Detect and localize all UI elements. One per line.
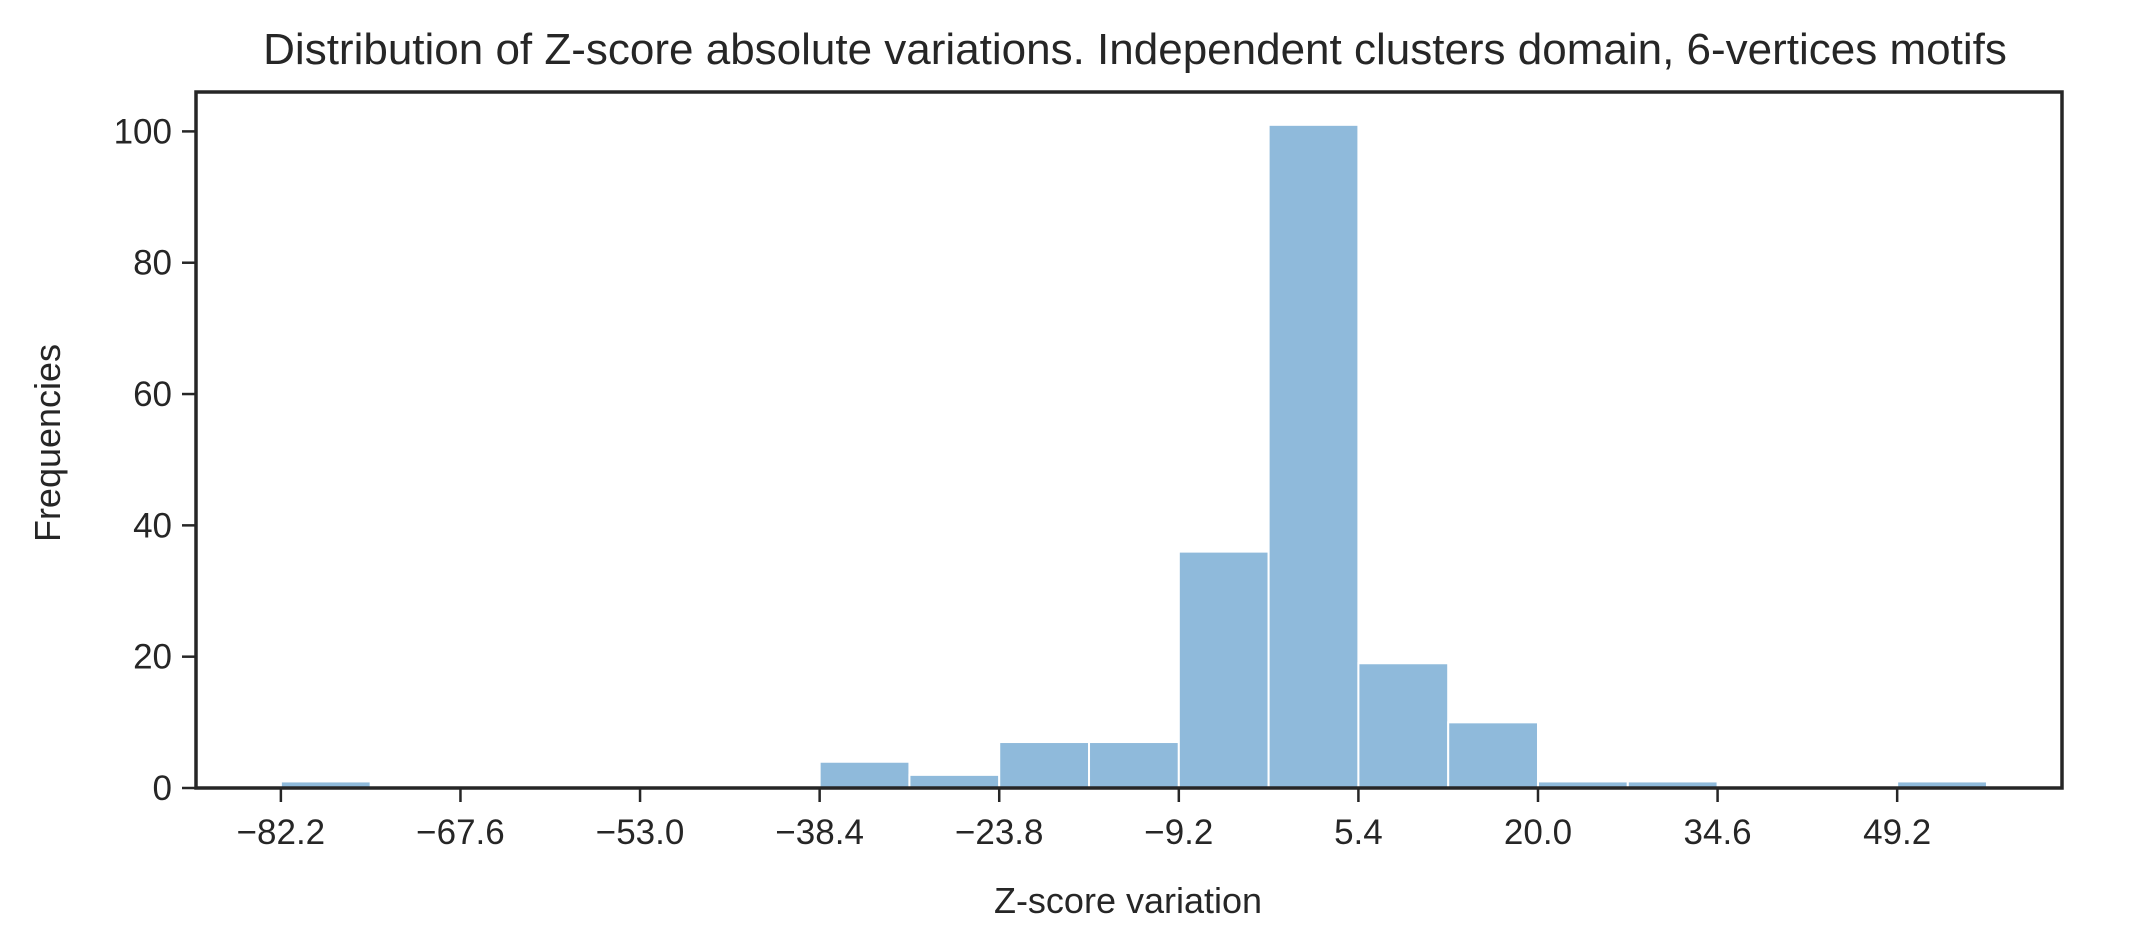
y-tick-label: 40 bbox=[133, 506, 172, 545]
y-tick-label: 100 bbox=[114, 112, 172, 151]
y-tick-label: 80 bbox=[133, 244, 172, 283]
chart-title: Distribution of Z-score absolute variati… bbox=[263, 25, 2007, 74]
histogram-bar bbox=[908, 773, 1001, 789]
y-tick-label: 20 bbox=[133, 638, 172, 677]
x-tick-label: −82.2 bbox=[237, 813, 326, 852]
histogram-bar bbox=[1088, 741, 1180, 789]
y-tick-label: 0 bbox=[153, 769, 172, 808]
histogram-bar bbox=[1357, 662, 1450, 789]
x-tick-label: 20.0 bbox=[1504, 813, 1572, 852]
y-axis-label: Frequencies bbox=[27, 344, 68, 542]
axes-layer: −82.2 −67.6 −53.0 −38.4 −23.8 −9.2 5.4 20.0 34.6… bbox=[114, 90, 2064, 852]
histogram-bar bbox=[818, 760, 911, 789]
x-tick-label: 34.6 bbox=[1684, 813, 1752, 852]
bars-layer bbox=[279, 123, 1988, 790]
x-tick-label: −67.6 bbox=[416, 813, 505, 852]
x-axis-label: Z-score variation bbox=[994, 880, 1262, 921]
x-tick-label: −9.2 bbox=[1144, 813, 1213, 852]
histogram-bar bbox=[1267, 123, 1360, 789]
plot-frame bbox=[194, 90, 2064, 790]
x-tick-label: 5.4 bbox=[1334, 813, 1383, 852]
x-tick-label: −23.8 bbox=[955, 813, 1044, 852]
x-tick-label: −38.4 bbox=[775, 813, 864, 852]
y-tick-label: 60 bbox=[133, 375, 172, 414]
x-tick-label: 49.2 bbox=[1863, 813, 1931, 852]
x-tick-label: −53.0 bbox=[596, 813, 685, 852]
histogram-bar bbox=[1177, 550, 1270, 789]
histogram-bar bbox=[998, 741, 1091, 789]
histogram-bar bbox=[1447, 721, 1539, 790]
